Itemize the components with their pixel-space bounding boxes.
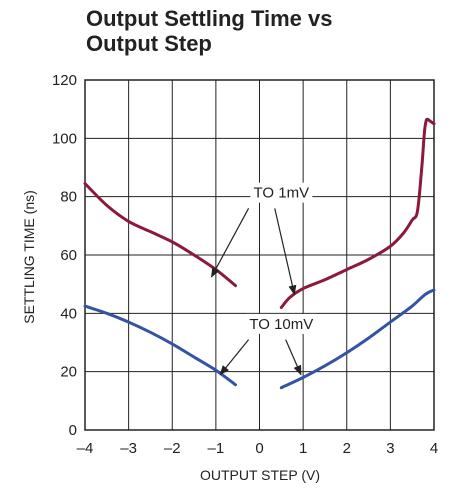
- annotation-bg-to1mv: [250, 182, 313, 203]
- y-tick-label: 40: [60, 305, 77, 322]
- series-line-10mv_neg: [83, 304, 238, 387]
- chart-title-line-1: Output Settling Time vs: [86, 6, 333, 31]
- y-tick-label: 80: [60, 189, 77, 206]
- x-tick-label: –4: [77, 440, 94, 457]
- plot-frame: [84, 79, 435, 431]
- x-tick-label: –1: [208, 440, 225, 457]
- annotation-label-to10mv: TO 10mV: [249, 316, 313, 333]
- annotation-arrow-to1mv: [274, 208, 297, 296]
- annotation-arrow-to1mv: [210, 208, 250, 278]
- x-tick-label: 1: [299, 440, 307, 457]
- x-tick-label: 2: [343, 440, 351, 457]
- annotation-label-to1mv: TO 1mV: [254, 185, 310, 202]
- annotation-bg-to10mv: [245, 313, 317, 334]
- series-line-1mv_neg: [83, 182, 238, 288]
- x-tick-label: 0: [255, 440, 263, 457]
- x-tick-label: 3: [386, 440, 394, 457]
- annotation-arrow-to10mv: [219, 339, 250, 376]
- grid: [84, 79, 435, 431]
- annotations: TO 1mV TO 10mV: [210, 182, 317, 376]
- x-tick-label: 4: [430, 440, 438, 457]
- chart-title-line-2: Output Step: [86, 31, 212, 56]
- y-tick-label: 120: [52, 72, 77, 89]
- series-line-1mv_pos: [279, 117, 436, 309]
- chart-title: Output Settling Time vs Output Step: [86, 6, 333, 56]
- x-tick-label: –2: [164, 440, 181, 457]
- y-tick-label: 20: [60, 364, 77, 381]
- y-tick-label: 60: [60, 247, 77, 264]
- y-tick-label: 0: [69, 422, 77, 439]
- x-axis-label: OUTPUT STEP (V): [200, 467, 320, 483]
- annotation-arrow-to10mv: [285, 339, 302, 376]
- series-line-10mv_pos: [279, 288, 436, 390]
- x-tick-label: –3: [120, 440, 137, 457]
- y-axis-label: SETTLING TIME (ns): [21, 190, 37, 324]
- y-tick-label: 100: [52, 130, 77, 147]
